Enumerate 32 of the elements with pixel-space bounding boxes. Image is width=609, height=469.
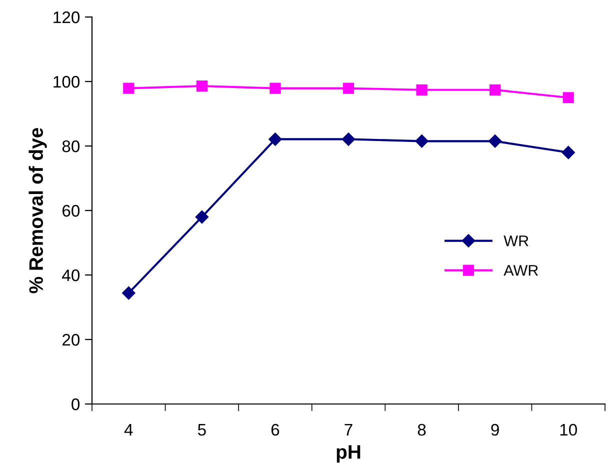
point <box>123 82 134 94</box>
point <box>416 84 428 96</box>
y-tick-label: 120 <box>54 11 80 24</box>
point <box>490 84 501 96</box>
point <box>195 210 209 224</box>
x-tick-label: 6 <box>271 424 280 436</box>
y-tick-label: 80 <box>62 140 80 152</box>
x-tick-label: 5 <box>198 424 206 436</box>
x-tick-label: 4 <box>124 424 133 436</box>
x-axis-title: pH <box>336 445 360 463</box>
y-tick-label: 0 <box>72 398 80 410</box>
legend-label: WR <box>504 236 528 246</box>
point <box>562 92 574 104</box>
point <box>488 134 502 148</box>
y-tick-label: 100 <box>54 76 80 88</box>
y-tick-label: 40 <box>62 269 80 282</box>
point <box>415 134 428 148</box>
y-axis-title: % Removal of dye <box>28 128 47 294</box>
x-tick-label: 8 <box>418 424 426 436</box>
point <box>562 146 575 160</box>
point <box>268 132 282 146</box>
point <box>122 286 136 300</box>
point <box>342 82 354 94</box>
x-tick-label: 10 <box>560 424 577 436</box>
x-tick-label: 9 <box>491 424 499 436</box>
point <box>342 132 356 146</box>
legend-label: AWR <box>504 265 538 276</box>
y-tick-label: 20 <box>62 334 80 346</box>
y-tick-label: 60 <box>62 204 80 217</box>
point <box>196 80 208 92</box>
point <box>270 82 281 94</box>
x-tick-label: 7 <box>344 424 352 436</box>
